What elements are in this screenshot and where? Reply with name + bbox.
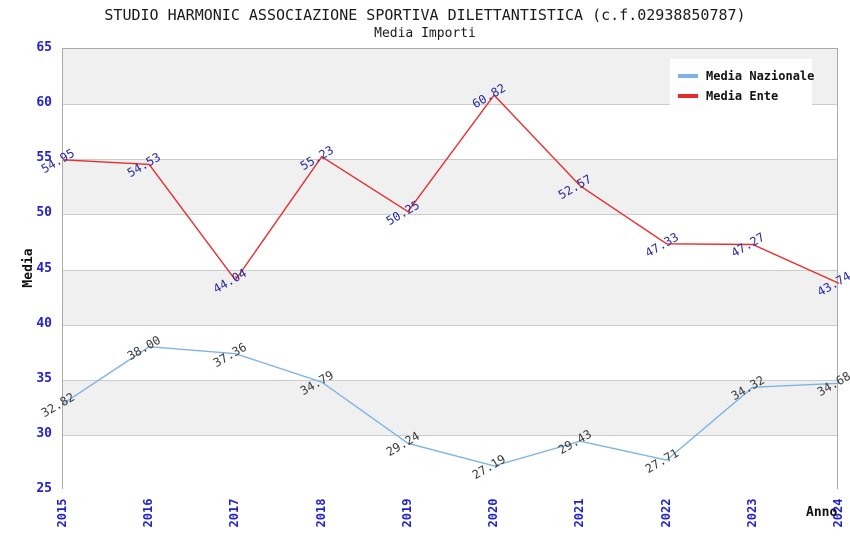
x-axis-title: Anno — [806, 505, 838, 520]
series-lines — [62, 94, 840, 467]
legend: Media Nazionale Media Ente — [670, 59, 814, 114]
legend-label: Media Ente — [706, 89, 779, 103]
legend-item-media-ente: Media Ente — [678, 86, 802, 106]
line-swatch-icon — [678, 94, 698, 98]
chart-title: STUDIO HARMONIC ASSOCIAZIONE SPORTIVA DI… — [104, 6, 746, 24]
y-tick-label: 55 — [36, 150, 52, 166]
gridline — [63, 380, 837, 381]
y-tick-label: 25 — [36, 481, 52, 496]
x-tick-label: 2022 — [658, 498, 673, 528]
x-tick-label: 2017 — [227, 498, 242, 528]
plot-band — [63, 324, 837, 380]
y-tick-label: 65 — [36, 40, 52, 55]
plot-band — [63, 159, 837, 215]
gridline — [63, 270, 837, 271]
gridline — [63, 325, 837, 326]
gridline — [63, 214, 837, 215]
line-swatch-icon — [678, 74, 698, 78]
x-tick-label: 2016 — [141, 498, 156, 528]
plot-band — [63, 434, 837, 490]
y-tick-label: 50 — [36, 205, 52, 221]
x-tick-label: 2018 — [313, 498, 328, 528]
x-tick-label: 2021 — [572, 498, 587, 528]
x-tick-label: 2020 — [486, 498, 501, 528]
x-tick-label: 2019 — [399, 498, 414, 528]
gridline — [63, 104, 837, 105]
plot-area: 32.82 38.00 37.36 34.79 29.24 27.19 29.43 27.71… — [39, 48, 850, 490]
plot-band — [63, 269, 837, 325]
legend-item-media-nazionale: Media Nazionale — [678, 66, 814, 86]
series-line-media-nazionale — [62, 345, 840, 467]
chart-subtitle: Media Importi — [374, 26, 476, 41]
y-tick-label: 40 — [36, 315, 52, 331]
x-tick-label: 2015 — [55, 498, 69, 528]
gridline — [63, 159, 837, 160]
y-tick-label: 45 — [36, 260, 52, 276]
y-tick-label: 30 — [36, 425, 52, 441]
y-tick-label: 35 — [36, 370, 52, 386]
plot-band — [63, 214, 837, 270]
gridline — [63, 435, 837, 436]
x-tick-label: 2023 — [744, 498, 759, 528]
series-line-media-ente — [62, 94, 840, 285]
y-tick-label: 60 — [36, 95, 52, 111]
legend-label: Media Nazionale — [706, 69, 815, 83]
